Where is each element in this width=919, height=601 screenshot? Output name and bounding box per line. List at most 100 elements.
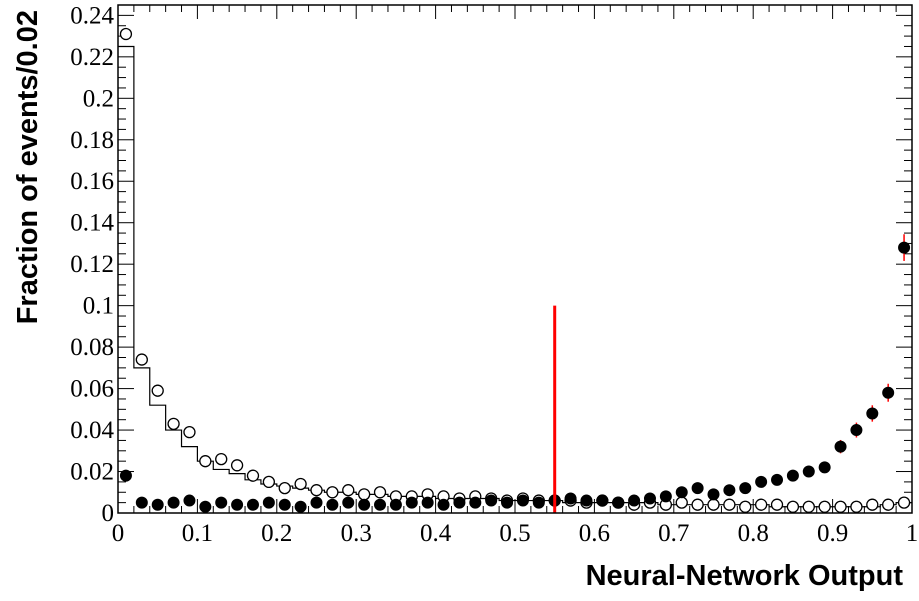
open-circle-point: [230, 459, 244, 472]
filled-circle-point: [898, 241, 911, 254]
open-circle-point: [167, 417, 180, 430]
y-tick-label: 0.12: [70, 251, 114, 278]
filled-circle-point: [786, 469, 799, 482]
open-circle-point: [373, 486, 387, 499]
open-circle-point: [246, 469, 260, 482]
y-axis-title: Fraction of events/0.02: [12, 10, 44, 324]
open-circle-point: [357, 488, 371, 501]
filled-circle-point: [596, 494, 609, 507]
open-circle-point: [342, 484, 355, 497]
y-tick-label: 0: [102, 500, 115, 527]
histogram-step-line: [118, 45, 912, 508]
y-tick-label: 0.06: [70, 376, 114, 403]
filled-circle-point: [342, 496, 355, 509]
open-circle-point: [326, 486, 339, 499]
x-tick-label: 0.8: [738, 520, 769, 547]
filled-circle-point: [516, 494, 529, 507]
open-circle-point: [739, 500, 752, 513]
filled-circle-point: [151, 498, 164, 511]
x-tick-label: 0.9: [817, 520, 848, 547]
filled-circle-point: [628, 494, 641, 507]
open-circle-point: [294, 477, 307, 491]
filled-circle-point: [326, 498, 339, 511]
histogram-series: [118, 45, 912, 508]
x-tick-labels: 0 0.1 0.2 0.3 0.4 0.5 0.6 0.7 0.8 0.9 1: [112, 520, 919, 547]
filled-circle-point: [453, 496, 466, 509]
x-tick-label: 0.3: [341, 520, 372, 547]
filled-circle-point: [659, 490, 672, 503]
filled-circle-point: [755, 475, 768, 488]
filled-circle-point: [246, 498, 259, 511]
filled-circle-point: [723, 484, 736, 497]
y-tick-label: 0.02: [70, 459, 114, 486]
open-circle-point: [866, 498, 879, 511]
open-circle-point: [818, 500, 831, 513]
filled-circle-point: [278, 498, 291, 511]
filled-circle-point: [135, 496, 148, 509]
filled-circle-point: [421, 496, 434, 509]
filled-circle-point: [231, 498, 244, 511]
filled-circle-point: [564, 492, 577, 505]
y-tick-label: 0.22: [70, 44, 114, 71]
y-tick-label: 0.18: [70, 127, 114, 154]
filled-circle-point: [850, 424, 863, 437]
x-tick-label: 0.5: [499, 520, 530, 547]
filled-circle-point: [310, 496, 323, 509]
y-tick-labels: 0 0.02 0.04 0.06 0.08 0.1 0.12 0.14 0.16 0.18 0.2 0…: [70, 2, 114, 527]
axis-ticks: [117, 4, 913, 514]
y-tick-label: 0.08: [70, 334, 114, 361]
open-circle-point: [675, 496, 688, 509]
open-circle-point: [723, 498, 736, 511]
open-circle-point: [707, 498, 720, 511]
filled-circle-point: [818, 461, 831, 474]
filled-circle-point: [294, 500, 307, 513]
x-tick-label: 0.6: [579, 520, 610, 547]
x-tick-label: 0.2: [261, 520, 292, 547]
open-circle-point: [897, 496, 911, 509]
open-circle-point: [151, 384, 164, 397]
y-tick-label: 0.2: [83, 85, 114, 112]
filled-circle-point: [215, 496, 228, 509]
error-bars: [808, 234, 905, 477]
y-tick-label: 0.04: [70, 417, 114, 444]
filled-circle-point: [405, 496, 418, 509]
open-circle-point: [754, 498, 768, 511]
filled-circle-point: [167, 496, 180, 509]
open-circle-point: [802, 500, 815, 513]
plot-frame: [117, 4, 913, 514]
filled-circle-point: [802, 465, 815, 478]
open-circle-point: [310, 484, 323, 497]
open-circle-series: [119, 27, 911, 513]
open-circle-point: [199, 455, 212, 468]
filled-circle-point: [374, 498, 387, 511]
filled-circle-point: [183, 494, 196, 507]
open-circle-point: [119, 27, 133, 41]
filled-circle-point: [612, 496, 625, 509]
x-tick-label: 1: [906, 520, 919, 547]
filled-circle-point: [437, 498, 450, 511]
filled-circle-point: [199, 500, 212, 513]
filled-circle-point: [882, 386, 895, 399]
filled-circle-point: [675, 486, 688, 499]
open-circle-point: [882, 498, 895, 511]
open-circle-point: [262, 475, 276, 489]
y-tick-label: 0.14: [70, 210, 114, 237]
y-tick-label: 0.1: [83, 293, 114, 320]
filled-circle-point: [532, 496, 545, 509]
x-axis-title: Neural-Network Output: [586, 560, 904, 592]
filled-circle-point: [866, 407, 879, 420]
x-tick-label: 0: [112, 520, 125, 547]
x-tick-label: 0.4: [420, 520, 452, 547]
filled-circle-point: [739, 482, 752, 495]
filled-circle-point: [691, 482, 704, 495]
open-circle-point: [770, 498, 784, 511]
y-tick-label: 0.16: [70, 168, 114, 195]
filled-circle-series: [119, 241, 911, 513]
open-circle-point: [215, 452, 228, 466]
filled-circle-point: [485, 494, 498, 507]
x-tick-label: 0.7: [658, 520, 689, 547]
filled-circle-point: [262, 496, 275, 509]
filled-circle-point: [469, 496, 482, 509]
filled-circle-point: [119, 469, 132, 482]
